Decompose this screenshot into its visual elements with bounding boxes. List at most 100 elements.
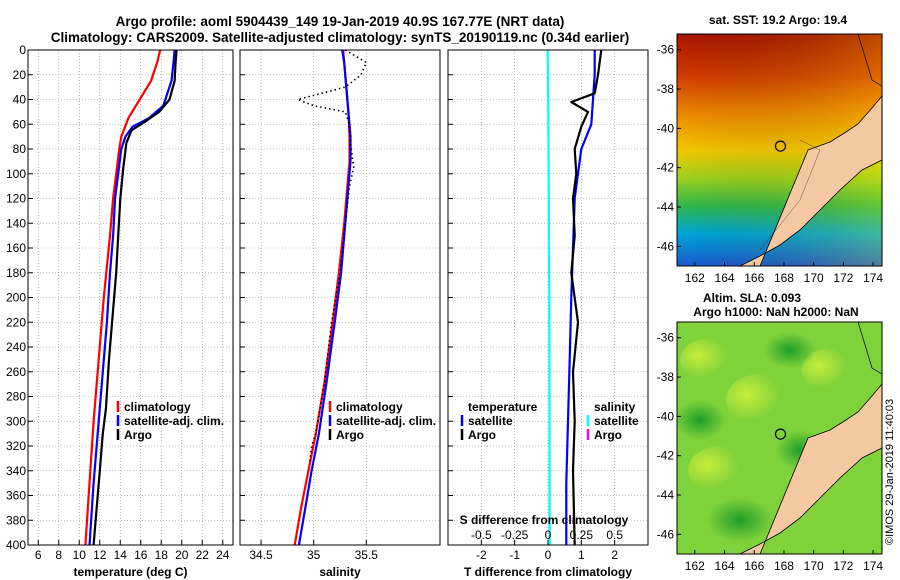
x-tick-label: 22 [196, 548, 210, 562]
difference-panel: -2 -1 0 1 2 T difference from climatology S di… [447, 49, 649, 579]
north-island-coast [857, 34, 882, 87]
y-tick-label: 300 [6, 414, 26, 428]
title-line-1: Argo profile: aoml 5904439_149 19-Jan-20… [116, 14, 565, 29]
sla-map-frame [676, 321, 883, 555]
new-zealand-landmass [739, 95, 882, 266]
y-tick-label: 60 [13, 117, 27, 131]
sst-map-frame [676, 33, 883, 267]
legend-label-sal-argo: Argo [594, 428, 622, 442]
y-tick-label: 180 [6, 266, 26, 280]
map-lon-label: 162 [685, 559, 705, 573]
legend-heading-salinity: salinity [594, 400, 636, 414]
north-island-coast [857, 322, 882, 375]
x-axis-label: T difference from climatology [464, 565, 632, 579]
map-lat-label: -40 [657, 121, 675, 135]
legend-label-temp-argo: Argo [468, 428, 496, 442]
sla-anomaly [802, 348, 858, 392]
y-tick-label: 140 [6, 216, 26, 230]
map-lon-label: 168 [774, 559, 794, 573]
legend-label-argo: Argo [336, 428, 364, 442]
series-line-temperature-argo [570, 50, 603, 545]
x-tick-label: 20 [175, 548, 189, 562]
map-lon-label: 166 [744, 559, 764, 573]
x-tick-label: 0 [545, 548, 552, 562]
sst-map-axes: -36 -38 -40 -42 -44 -46 162 164 166 168 170 172 174 [657, 43, 884, 285]
argo-float-marker [774, 428, 787, 440]
legend-heading-temperature: temperature [468, 400, 538, 414]
series-line-climatology [84, 50, 162, 545]
map-lat-label: -40 [657, 409, 675, 423]
sla-anomaly [688, 446, 752, 494]
map-lon-label: 174 [863, 559, 883, 573]
x-tick-label-top: 0.25 [570, 528, 594, 542]
x-axis-label-top: S difference from climatology [460, 513, 629, 527]
series-line-argo [92, 50, 178, 545]
x-tick-label: 1 [578, 548, 585, 562]
y-tick-label: 200 [6, 291, 26, 305]
map-lon-label: 170 [804, 271, 824, 285]
y-tick-label: 360 [6, 489, 26, 503]
y-tick-label: 400 [6, 538, 26, 552]
salinity-legend: climatology satellite-adj. clim. Argo [328, 400, 436, 442]
map-lon-label: 170 [804, 559, 824, 573]
sla-map-title-line-2: Argo h1000: NaN h2000: NaN [693, 305, 858, 319]
sla-map-axes: -36 -38 -40 -42 -44 -46 162 164 166 168 170 172 174 [657, 331, 884, 573]
map-lat-label: -36 [657, 331, 675, 345]
x-tick-label: 35 [307, 548, 321, 562]
map-lon-label: 172 [833, 271, 853, 285]
map-lat-label: -46 [657, 239, 675, 253]
sst-map-title: sat. SST: 19.2 Argo: 19.4 [709, 13, 848, 27]
map-lat-label: -36 [657, 43, 675, 57]
y-tick-label: 280 [6, 390, 26, 404]
map-lon-label: 162 [685, 271, 705, 285]
map-lon-label: 166 [744, 271, 764, 285]
difference-legend: temperature satellite Argo salinity sate… [460, 400, 639, 442]
y-tick-label: 80 [13, 142, 27, 156]
map-lon-label: 168 [774, 271, 794, 285]
y-tick-label: 220 [6, 315, 26, 329]
temperature-legend: climatology satellite-adj. clim. Argo [116, 400, 224, 442]
series-group [293, 50, 368, 545]
y-tick-label: 100 [6, 167, 26, 181]
x-tick-label-top: -0.5 [471, 528, 492, 542]
series-group [84, 50, 178, 545]
sla-anomaly [764, 332, 816, 368]
bathymetry-contour [759, 139, 821, 251]
new-zealand-landmass [739, 383, 882, 554]
salinity-panel: 34.5 35 35.5 salinity [239, 49, 441, 579]
map-lat-label: -46 [657, 527, 675, 541]
series-line-argo [297, 50, 368, 465]
x-tick-label: 12 [93, 548, 107, 562]
map-lat-label: -38 [657, 82, 675, 96]
map-lon-label: 172 [833, 559, 853, 573]
x-tick-label: 2 [611, 548, 618, 562]
series-line-salinity-satellite [546, 50, 551, 545]
legend-label-sal-satellite: satellite [594, 414, 639, 428]
y-tick-label: 320 [6, 439, 26, 453]
sla-anomaly [680, 338, 740, 382]
sla-anomaly [706, 498, 774, 542]
series-group [546, 50, 603, 545]
map-lon-label: 164 [715, 559, 735, 573]
map-lat-label: -44 [657, 200, 675, 214]
x-tick-label-top: 0.5 [606, 528, 623, 542]
map-lon-label: 164 [715, 271, 735, 285]
y-tick-label: 340 [6, 464, 26, 478]
x-axis-label: salinity [319, 565, 361, 579]
sst-map: -36 -38 -40 -42 -44 -46 162 164 166 168 170 172 174 [657, 33, 884, 285]
temperature-panel: 6 8 10 12 14 16 18 20 22 24 temperature (deg C) 0 20… [6, 43, 234, 579]
map-lon-label: 174 [863, 271, 883, 285]
x-tick-label-top: 0 [545, 528, 552, 542]
legend-label-climatology: climatology [124, 400, 191, 414]
series-line-climatology [293, 50, 351, 545]
y-tick-label: 240 [6, 340, 26, 354]
y-tick-label: 160 [6, 241, 26, 255]
legend-label-satellite: satellite-adj. clim. [336, 414, 436, 428]
sla-anomaly [726, 374, 794, 426]
x-tick-label: 24 [216, 548, 230, 562]
x-tick-label: 18 [155, 548, 169, 562]
x-tick-label: 6 [35, 548, 42, 562]
map-lat-label: -42 [657, 161, 675, 175]
legend-label-temp-satellite: satellite [468, 414, 513, 428]
